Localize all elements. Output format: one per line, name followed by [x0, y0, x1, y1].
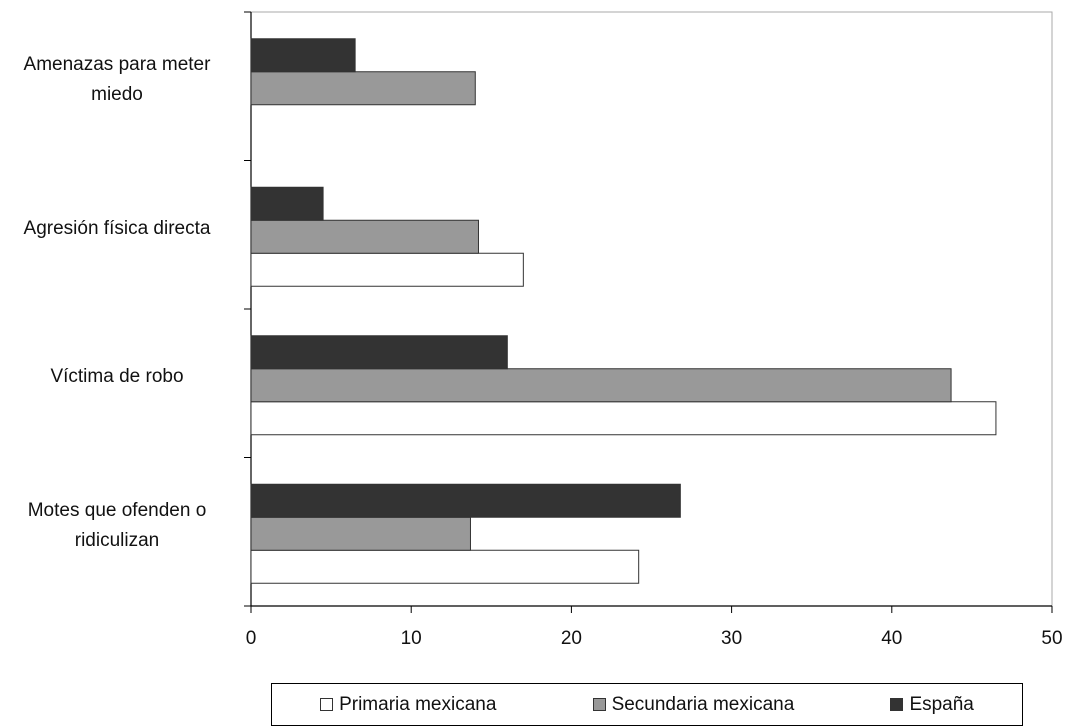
x-tick-label: 30: [721, 628, 743, 649]
category-label: Amenazas para meter miedo: [23, 54, 211, 106]
legend-item: España: [890, 693, 974, 716]
legend-item: Secundaria mexicana: [592, 693, 795, 716]
bar-secundaria-mexicana-0: [250, 71, 476, 106]
chart-legend: Primaria mexicana Secundaria mexicana Espa…: [271, 683, 1023, 726]
bar-españa-3: [250, 483, 681, 518]
category-label: Motes que ofenden o ridiculizan: [27, 499, 207, 551]
legend-label: Secundaria mexicana: [611, 693, 795, 715]
legend-label: España: [909, 693, 974, 715]
x-tick-label: 50: [1041, 628, 1063, 649]
bar-españa-1: [250, 186, 324, 221]
bar-secundaria-mexicana-2: [250, 368, 952, 403]
bar-secundaria-mexicana-1: [250, 219, 479, 254]
bar-primaria-mexicana-2: [250, 401, 997, 436]
category-label: Agresión física directa: [23, 217, 211, 239]
legend-swatch: [890, 698, 904, 711]
legend-label: Primaria mexicana: [339, 693, 497, 715]
bar-españa-0: [250, 38, 356, 73]
x-tick-label: 0: [245, 628, 257, 649]
legend-item: Primaria mexicana: [320, 694, 496, 716]
category-label: Víctima de robo: [50, 366, 184, 388]
bar-primaria-mexicana-3: [250, 549, 640, 584]
x-tick-label: 40: [881, 628, 903, 649]
legend-swatch: [592, 698, 606, 711]
x-tick-label: 10: [400, 628, 422, 649]
bar-secundaria-mexicana-3: [250, 516, 471, 551]
legend-swatch: [320, 698, 334, 711]
bar-primaria-mexicana-1: [250, 252, 524, 287]
bar-españa-2: [250, 335, 508, 370]
x-tick-label: 20: [560, 628, 582, 649]
